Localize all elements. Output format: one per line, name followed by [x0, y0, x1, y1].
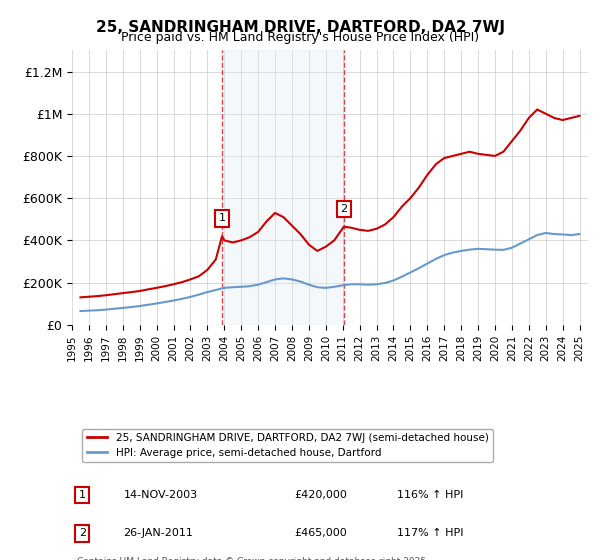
Text: 1: 1 — [218, 213, 226, 223]
Text: 14-NOV-2003: 14-NOV-2003 — [124, 490, 198, 500]
Text: Price paid vs. HM Land Registry's House Price Index (HPI): Price paid vs. HM Land Registry's House … — [121, 31, 479, 44]
Text: £465,000: £465,000 — [294, 528, 347, 538]
Legend: 25, SANDRINGHAM DRIVE, DARTFORD, DA2 7WJ (semi-detached house), HPI: Average pri: 25, SANDRINGHAM DRIVE, DARTFORD, DA2 7WJ… — [82, 429, 493, 462]
Text: 116% ↑ HPI: 116% ↑ HPI — [397, 490, 463, 500]
Bar — [222, 50, 344, 325]
Text: 2: 2 — [79, 528, 86, 538]
Text: £420,000: £420,000 — [294, 490, 347, 500]
Text: 1: 1 — [79, 490, 86, 500]
Text: 2: 2 — [340, 204, 347, 214]
Text: 25, SANDRINGHAM DRIVE, DARTFORD, DA2 7WJ: 25, SANDRINGHAM DRIVE, DARTFORD, DA2 7WJ — [95, 20, 505, 35]
Text: 26-JAN-2011: 26-JAN-2011 — [124, 528, 193, 538]
Text: 117% ↑ HPI: 117% ↑ HPI — [397, 528, 464, 538]
Text: Contains HM Land Registry data © Crown copyright and database right 2025.
This d: Contains HM Land Registry data © Crown c… — [77, 557, 429, 560]
